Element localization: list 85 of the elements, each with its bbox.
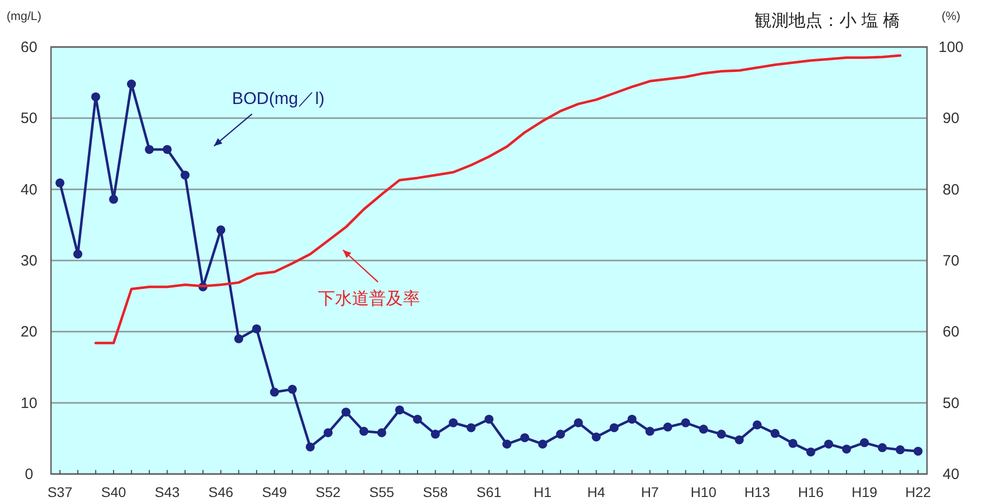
point: [216, 225, 226, 234]
point: [770, 428, 780, 438]
y2-tick-label: 60: [942, 324, 960, 341]
x-tick-label: S40: [101, 484, 126, 500]
point: [359, 426, 368, 436]
point: [681, 418, 690, 428]
point: [878, 443, 887, 452]
x-tick-label: S55: [369, 484, 394, 500]
y2-tick-label: 70: [942, 252, 960, 270]
point: [126, 80, 136, 89]
x-tick-label: H19: [852, 484, 878, 500]
point: [306, 442, 315, 452]
x-tick-label: H13: [744, 484, 770, 500]
point: [896, 445, 905, 454]
line-series: [94, 54, 902, 344]
point: [430, 430, 440, 439]
x-tick-label: H10: [690, 484, 717, 500]
x-tick-label: S43: [154, 484, 180, 500]
point: [341, 408, 350, 417]
point: [574, 418, 583, 428]
point: [824, 440, 834, 449]
point: [699, 424, 708, 434]
point: [556, 430, 566, 439]
x-tick-label: S52: [316, 484, 341, 500]
point: [484, 414, 494, 424]
point: [502, 440, 512, 449]
point: [734, 435, 744, 444]
point: [628, 414, 637, 424]
point: [180, 170, 190, 180]
y-tick-label: 20: [20, 324, 38, 341]
y2-tick-label: 80: [942, 181, 960, 198]
y-axis-title: (mg/L): [6, 9, 42, 23]
text: BOD(mg／l): [232, 89, 325, 108]
point: [73, 250, 82, 259]
x-tick-label: H1: [534, 484, 552, 500]
point: [610, 423, 619, 432]
point: [645, 426, 654, 436]
y-tick-label: 0: [24, 466, 34, 483]
point: [412, 414, 422, 424]
chart-subtitle: 観測地点：小 塩 橋: [754, 11, 900, 30]
x-tick-label: S58: [422, 484, 448, 500]
x-tick-label: H22: [905, 484, 932, 500]
x-tick-label: S46: [208, 484, 234, 500]
point: [324, 428, 333, 438]
point: [288, 384, 297, 394]
x-tick-label: H7: [640, 484, 660, 500]
point: [466, 423, 476, 432]
y2-axis-title: (%): [942, 9, 960, 23]
point: [914, 446, 923, 456]
point: [109, 194, 118, 204]
y-tick-label: 10: [20, 394, 38, 412]
point: [592, 432, 601, 442]
x-tick-label: S61: [476, 484, 502, 500]
point: [788, 438, 798, 448]
legend-label: 下水道普及率: [318, 289, 420, 308]
y2-tick-label: 90: [942, 110, 960, 128]
point: [395, 405, 404, 414]
point: [860, 438, 869, 448]
y-tick-label: 50: [20, 110, 38, 128]
y-tick-label: 40: [20, 181, 38, 198]
x-tick-label: H16: [798, 484, 824, 500]
point: [448, 418, 458, 428]
point: [377, 428, 386, 438]
point: [663, 422, 672, 432]
point: [716, 430, 726, 439]
y-tick-label: 60: [20, 39, 38, 56]
x-tick-label: S49: [262, 484, 288, 500]
point: [252, 324, 262, 334]
y2-tick-label: 100: [938, 39, 964, 56]
point: [538, 440, 548, 449]
y2-tick-label: 50: [942, 394, 960, 412]
point: [91, 92, 100, 102]
point: [144, 144, 154, 154]
point: [806, 447, 816, 456]
x-tick-label: H4: [587, 484, 606, 500]
x-tick-label: S37: [47, 484, 73, 500]
point: [520, 433, 530, 442]
point: [842, 444, 852, 454]
y2-tick-label: 40: [942, 466, 960, 483]
y-tick-label: 30: [20, 252, 38, 270]
point: [752, 420, 762, 430]
point: [270, 388, 279, 397]
point: [234, 334, 244, 344]
point: [162, 144, 172, 154]
point: [55, 178, 64, 188]
